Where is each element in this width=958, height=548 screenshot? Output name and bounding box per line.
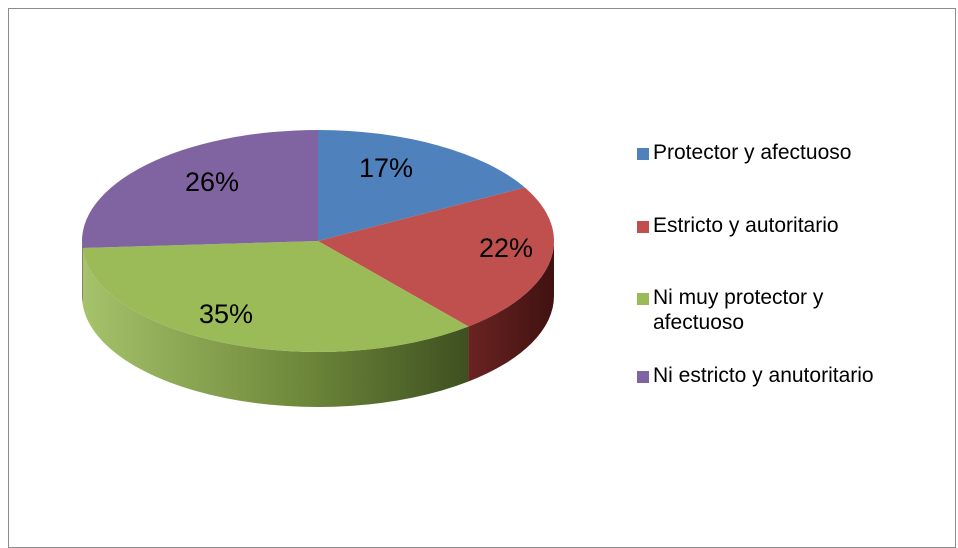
data-label-protector-y-afectuoso: 17% — [359, 153, 413, 183]
data-label-estricto-y-autoritario: 22% — [479, 233, 533, 263]
legend-label: Ni muy protector y afectuoso — [653, 285, 893, 335]
legend-swatch — [637, 148, 649, 160]
data-label-ni-muy-protector-y-afectuoso: 35% — [199, 299, 253, 329]
legend-label: Ni estricto y anutoritario — [653, 363, 943, 388]
legend-item-ni-estricto-y-anutoritario: Ni estricto y anutoritario — [637, 363, 943, 388]
data-label-ni-estricto-y-anutoritario: 26% — [185, 167, 239, 197]
legend-swatch — [637, 371, 649, 383]
legend-item-ni-muy-protector-y-afectuoso: Ni muy protector y afectuoso — [637, 285, 893, 335]
legend-swatch — [637, 293, 649, 305]
legend-item-estricto-y-autoritario: Estricto y autoritario — [637, 213, 943, 238]
legend-swatch — [637, 221, 649, 233]
pie-chart: 17% 22% 35% 26% — [0, 0, 958, 537]
legend-label: Estricto y autoritario — [653, 213, 943, 238]
legend-item-protector-y-afectuoso: Protector y afectuoso — [637, 140, 943, 165]
legend-label: Protector y afectuoso — [653, 140, 943, 165]
